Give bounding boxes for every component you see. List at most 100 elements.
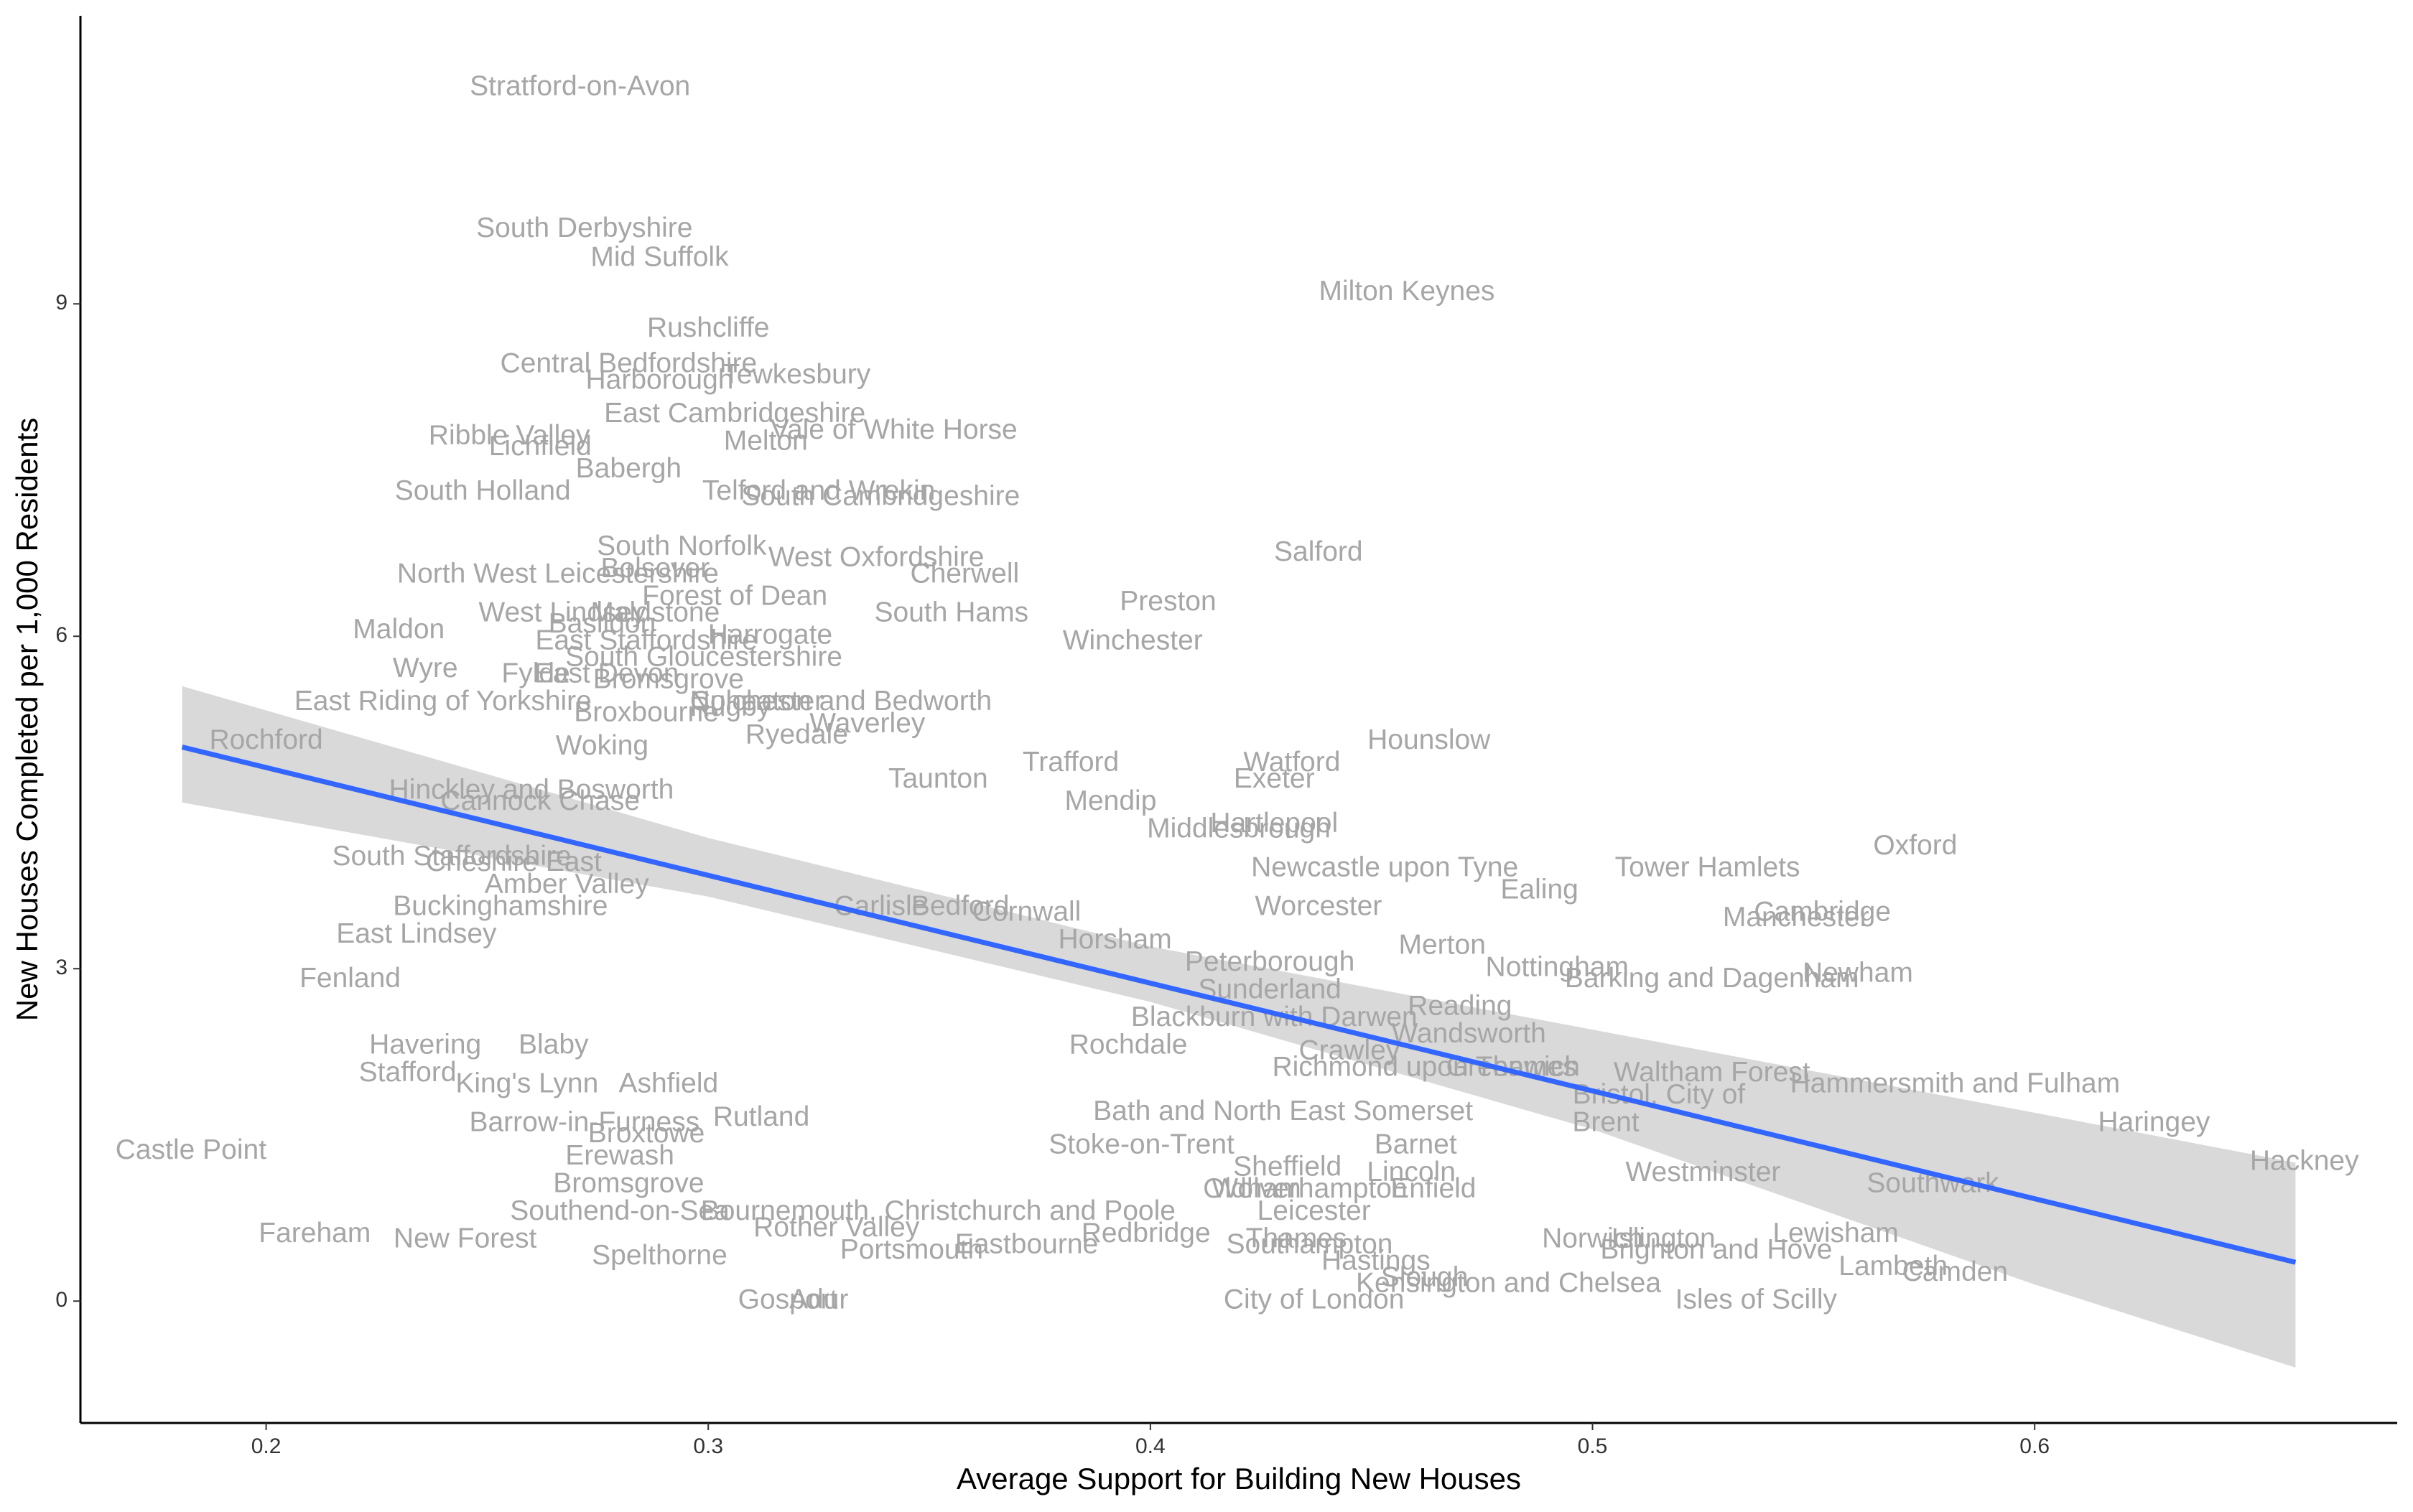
point-label: Redbridge (1082, 1218, 1211, 1249)
point-label: Castle Point (116, 1134, 266, 1165)
x-axis-title: Average Support for Building New Houses (957, 1462, 1521, 1495)
point-label: Cherwell (910, 559, 1019, 589)
y-axis-title: New Houses Completed per 1,000 Residents (10, 418, 44, 1021)
point-label: Newcastle upon Tyne (1251, 852, 1518, 883)
point-label: Blaby (519, 1030, 589, 1060)
point-label: Brent (1572, 1107, 1639, 1138)
point-label: Cheshire East (426, 846, 602, 877)
point-label: Brighton and Hove (1600, 1234, 1832, 1265)
point-label: East Devon (534, 658, 679, 689)
point-label: Nuneaton and Bedworth (690, 686, 992, 717)
point-label: Rugby (690, 691, 771, 722)
point-label: Cambridge (1754, 896, 1891, 927)
point-label: Ryedale (745, 719, 848, 750)
tick-layer: 0.2 0.3 0.4 0.5 0.6 0 3 6 9 (55, 291, 2050, 1458)
point-label: South Norfolk (597, 531, 767, 561)
point-label: Spelthorne (592, 1240, 727, 1271)
point-label: Basildon (549, 608, 656, 639)
point-label: Broxtowe (588, 1118, 705, 1149)
point-label: Stafford (359, 1057, 457, 1088)
point-label: Bromsgrove (593, 663, 744, 694)
point-label: Forest of Dean (642, 581, 827, 612)
point-label: Hackney (2250, 1146, 2359, 1177)
fit-line-layer (181, 745, 2297, 1265)
point-label: Hastings (1321, 1246, 1431, 1277)
point-label: Broxbourne (574, 697, 719, 728)
point-label: Bolsover (600, 553, 710, 584)
x-tick-label: 0.3 (693, 1434, 723, 1458)
point-label: Melton (724, 425, 808, 456)
point-label: Tewkesbury (722, 359, 870, 390)
point-label: Stratford-on-Avon (470, 71, 690, 102)
point-label: Tower Hamlets (1615, 852, 1800, 883)
y-tick-label: 0 (55, 1288, 68, 1312)
point-label: Buckinghamshire (393, 891, 608, 922)
point-label: South Staffordshire (333, 841, 572, 872)
x-tick-label: 0.6 (2019, 1434, 2050, 1458)
point-label: Babergh (576, 453, 682, 484)
point-label: Islington (1611, 1223, 1715, 1254)
point-label: Bournemouth, Christchurch and Poole (701, 1195, 1176, 1226)
point-label: Southampton (1226, 1228, 1393, 1259)
point-label: Mid Suffolk (590, 241, 729, 272)
point-label: Cornwall (972, 896, 1082, 927)
y-tick-label: 6 (55, 623, 68, 647)
point-label: Winchester (1063, 625, 1203, 655)
point-label: South Cambridgeshire (741, 481, 1020, 512)
point-label: Leicester (1257, 1195, 1371, 1226)
point-label: Merton (1399, 930, 1486, 961)
point-label: Trafford (1023, 747, 1119, 778)
x-tick-label: 0.4 (1135, 1434, 1166, 1458)
point-label: Bath and North East Somerset (1093, 1096, 1473, 1126)
point-label: Wandsworth (1391, 1018, 1545, 1049)
point-label: East Riding of Yorkshire (294, 686, 592, 717)
point-label: Fylde (501, 658, 569, 689)
point-label: Greenwich (1446, 1051, 1579, 1082)
point-label: Taunton (888, 763, 988, 794)
point-label: Slough (1381, 1262, 1468, 1293)
point-label: East Staffordshire (535, 625, 757, 655)
point-label: Fareham (259, 1218, 371, 1249)
point-label: Reading (1408, 991, 1512, 1022)
point-label: South Gloucestershire (565, 641, 842, 672)
point-label: City of London (1224, 1284, 1405, 1315)
confidence-band-layer (182, 686, 2296, 1368)
point-label: Maldstone (590, 597, 720, 628)
point-label: Westminster (1625, 1157, 1780, 1187)
point-label: Wolverhampton (1212, 1173, 1407, 1204)
point-label: Barrow-in-Furness (469, 1107, 699, 1138)
point-label: Rother Valley (753, 1212, 920, 1243)
point-label: Horsham (1059, 924, 1172, 955)
point-label: Rushcliffe (647, 312, 770, 343)
point-label: Telford and Wrekin (702, 475, 935, 506)
point-label: Norwich (1542, 1223, 1643, 1254)
point-label: Blackburn with Darwen (1131, 1002, 1418, 1032)
point-label: South Holland (395, 475, 571, 506)
point-label: Enfield (1390, 1173, 1476, 1204)
point-label: Adur (789, 1284, 848, 1315)
point-label: Oldham (1203, 1173, 1301, 1204)
point-label: Waltham Forest (1614, 1057, 1810, 1088)
point-label: Stoke-on-Trent (1049, 1129, 1235, 1159)
x-tick-label: 0.2 (251, 1434, 282, 1458)
point-label: Nottingham (1486, 952, 1629, 983)
point-label: South Derbyshire (476, 213, 692, 243)
point-label: Mendip (1065, 785, 1157, 816)
point-label: Barnet (1375, 1129, 1457, 1159)
point-label: North West Leicestershire (397, 559, 719, 589)
point-label: Rutland (713, 1101, 809, 1132)
point-label: Lincoln (1367, 1157, 1456, 1187)
point-label: Colchester (690, 686, 824, 717)
point-label: Vale of White Horse (771, 414, 1018, 445)
point-label: East Lindsey (336, 918, 497, 949)
point-label: Ribble Valley (429, 420, 590, 451)
point-label: Portsmouth (840, 1234, 983, 1265)
point-label: Bedford (911, 891, 1010, 922)
point-label: Manchester (1723, 902, 1869, 933)
point-label: Maldon (353, 614, 445, 645)
fit-line (181, 745, 2297, 1265)
y-tick-label: 9 (55, 291, 68, 314)
y-tick-label: 3 (55, 956, 68, 979)
point-label: Fenland (299, 963, 401, 994)
